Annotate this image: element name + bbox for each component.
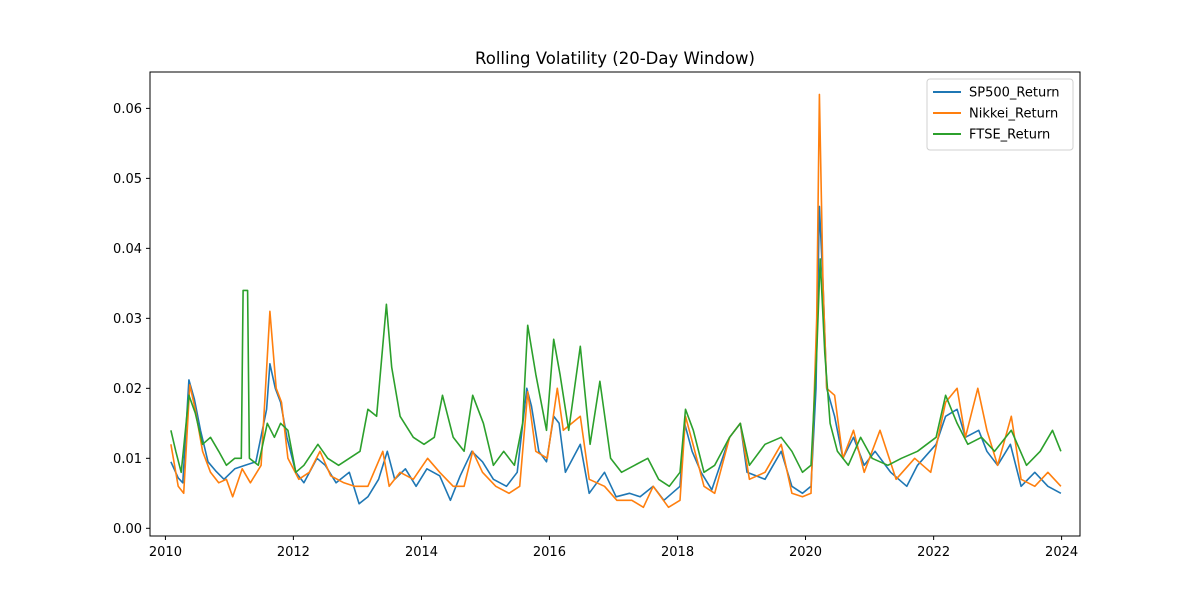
x-tick-label: 2018: [661, 545, 694, 560]
series-line-sp500-return: [170, 205, 1062, 505]
y-tick-label: 0.06: [113, 102, 142, 117]
x-axis: 2010 2012 2014 2016 2018 2020 2022 2024: [149, 536, 1078, 560]
legend-label: FTSE_Return: [969, 128, 1050, 143]
plot-frame: [149, 71, 1081, 537]
chart-title: Rolling Volatility (20-Day Window): [475, 49, 755, 68]
y-tick-label: 0.00: [113, 522, 142, 537]
x-tick-label: 2016: [533, 545, 566, 560]
legend-box: [926, 78, 1074, 151]
y-tick-label: 0.05: [113, 172, 142, 187]
x-tick-label: 2022: [917, 545, 950, 560]
x-tick-label: 2010: [149, 545, 182, 560]
x-tick-label: 2012: [277, 545, 310, 560]
x-tick-label: 2014: [405, 545, 438, 560]
series-layer: [170, 93, 1062, 509]
x-tick-label: 2024: [1045, 545, 1078, 560]
y-tick-label: 0.01: [113, 452, 142, 467]
x-tick-label: 2020: [789, 545, 822, 560]
series-line-ftse-return: [170, 258, 1062, 488]
y-axis: 0.00 0.01 0.02 0.03 0.04 0.05 0.06: [113, 102, 150, 537]
y-tick-label: 0.04: [113, 242, 142, 257]
y-tick-label: 0.03: [113, 312, 142, 327]
legend-label: Nikkei_Return: [969, 107, 1058, 122]
legend-label: SP500_Return: [969, 86, 1060, 101]
y-tick-label: 0.02: [113, 382, 142, 397]
series-line-nikkei-return: [170, 93, 1062, 509]
legend: SP500_Return Nikkei_Return FTSE_Return: [926, 78, 1074, 151]
